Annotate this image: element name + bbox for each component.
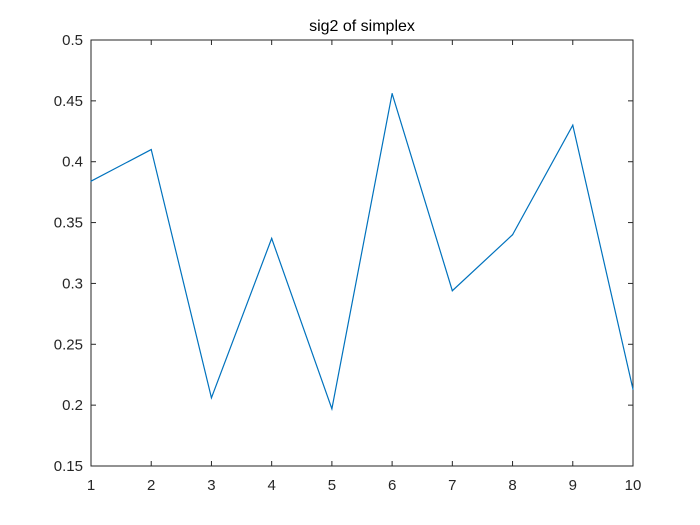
- data-point: [572, 124, 574, 126]
- x-tick-label: 5: [328, 477, 336, 494]
- data-point: [210, 397, 213, 399]
- data-point: [632, 388, 634, 390]
- x-tick-label: 10: [625, 477, 642, 494]
- chart-title: sig2 of simplex: [309, 18, 415, 35]
- data-point: [511, 234, 514, 236]
- x-tick-label: 1: [87, 477, 95, 494]
- y-tick-label: 0.35: [54, 215, 83, 232]
- axes: [90, 39, 634, 467]
- tick-labels: 1 2 3 4 5 6 7 8 9 10 0.15 0.2 0.25 0.3 0.35 0.4 0.45 0.5: [54, 32, 642, 494]
- data-point: [271, 237, 273, 239]
- x-tick-label: 3: [207, 477, 215, 494]
- plot-area-frame: [90, 39, 634, 467]
- x-tick-label: 6: [388, 477, 396, 494]
- y-tick-label: 0.25: [54, 336, 83, 353]
- series-layer: [90, 92, 634, 412]
- x-tick-label: 9: [569, 477, 577, 494]
- data-point: [90, 180, 92, 182]
- x-tick-label: 2: [147, 477, 155, 494]
- y-tick-label: 0.4: [62, 154, 83, 171]
- y-tick-label: 0.5: [62, 32, 83, 49]
- y-tick-label: 0.2: [62, 397, 83, 414]
- data-point: [391, 92, 393, 95]
- data-point: [150, 148, 152, 151]
- series-line: [90, 93, 634, 412]
- x-tick-label: 7: [448, 477, 456, 494]
- x-tick-label: 4: [267, 477, 275, 494]
- y-tick-label: 0.3: [62, 275, 83, 292]
- x-tick-label: 8: [508, 477, 516, 494]
- data-point: [331, 408, 333, 410]
- y-tick-label: 0.45: [54, 93, 83, 110]
- data-point: [451, 290, 453, 292]
- y-tick-label: 0.15: [54, 458, 83, 475]
